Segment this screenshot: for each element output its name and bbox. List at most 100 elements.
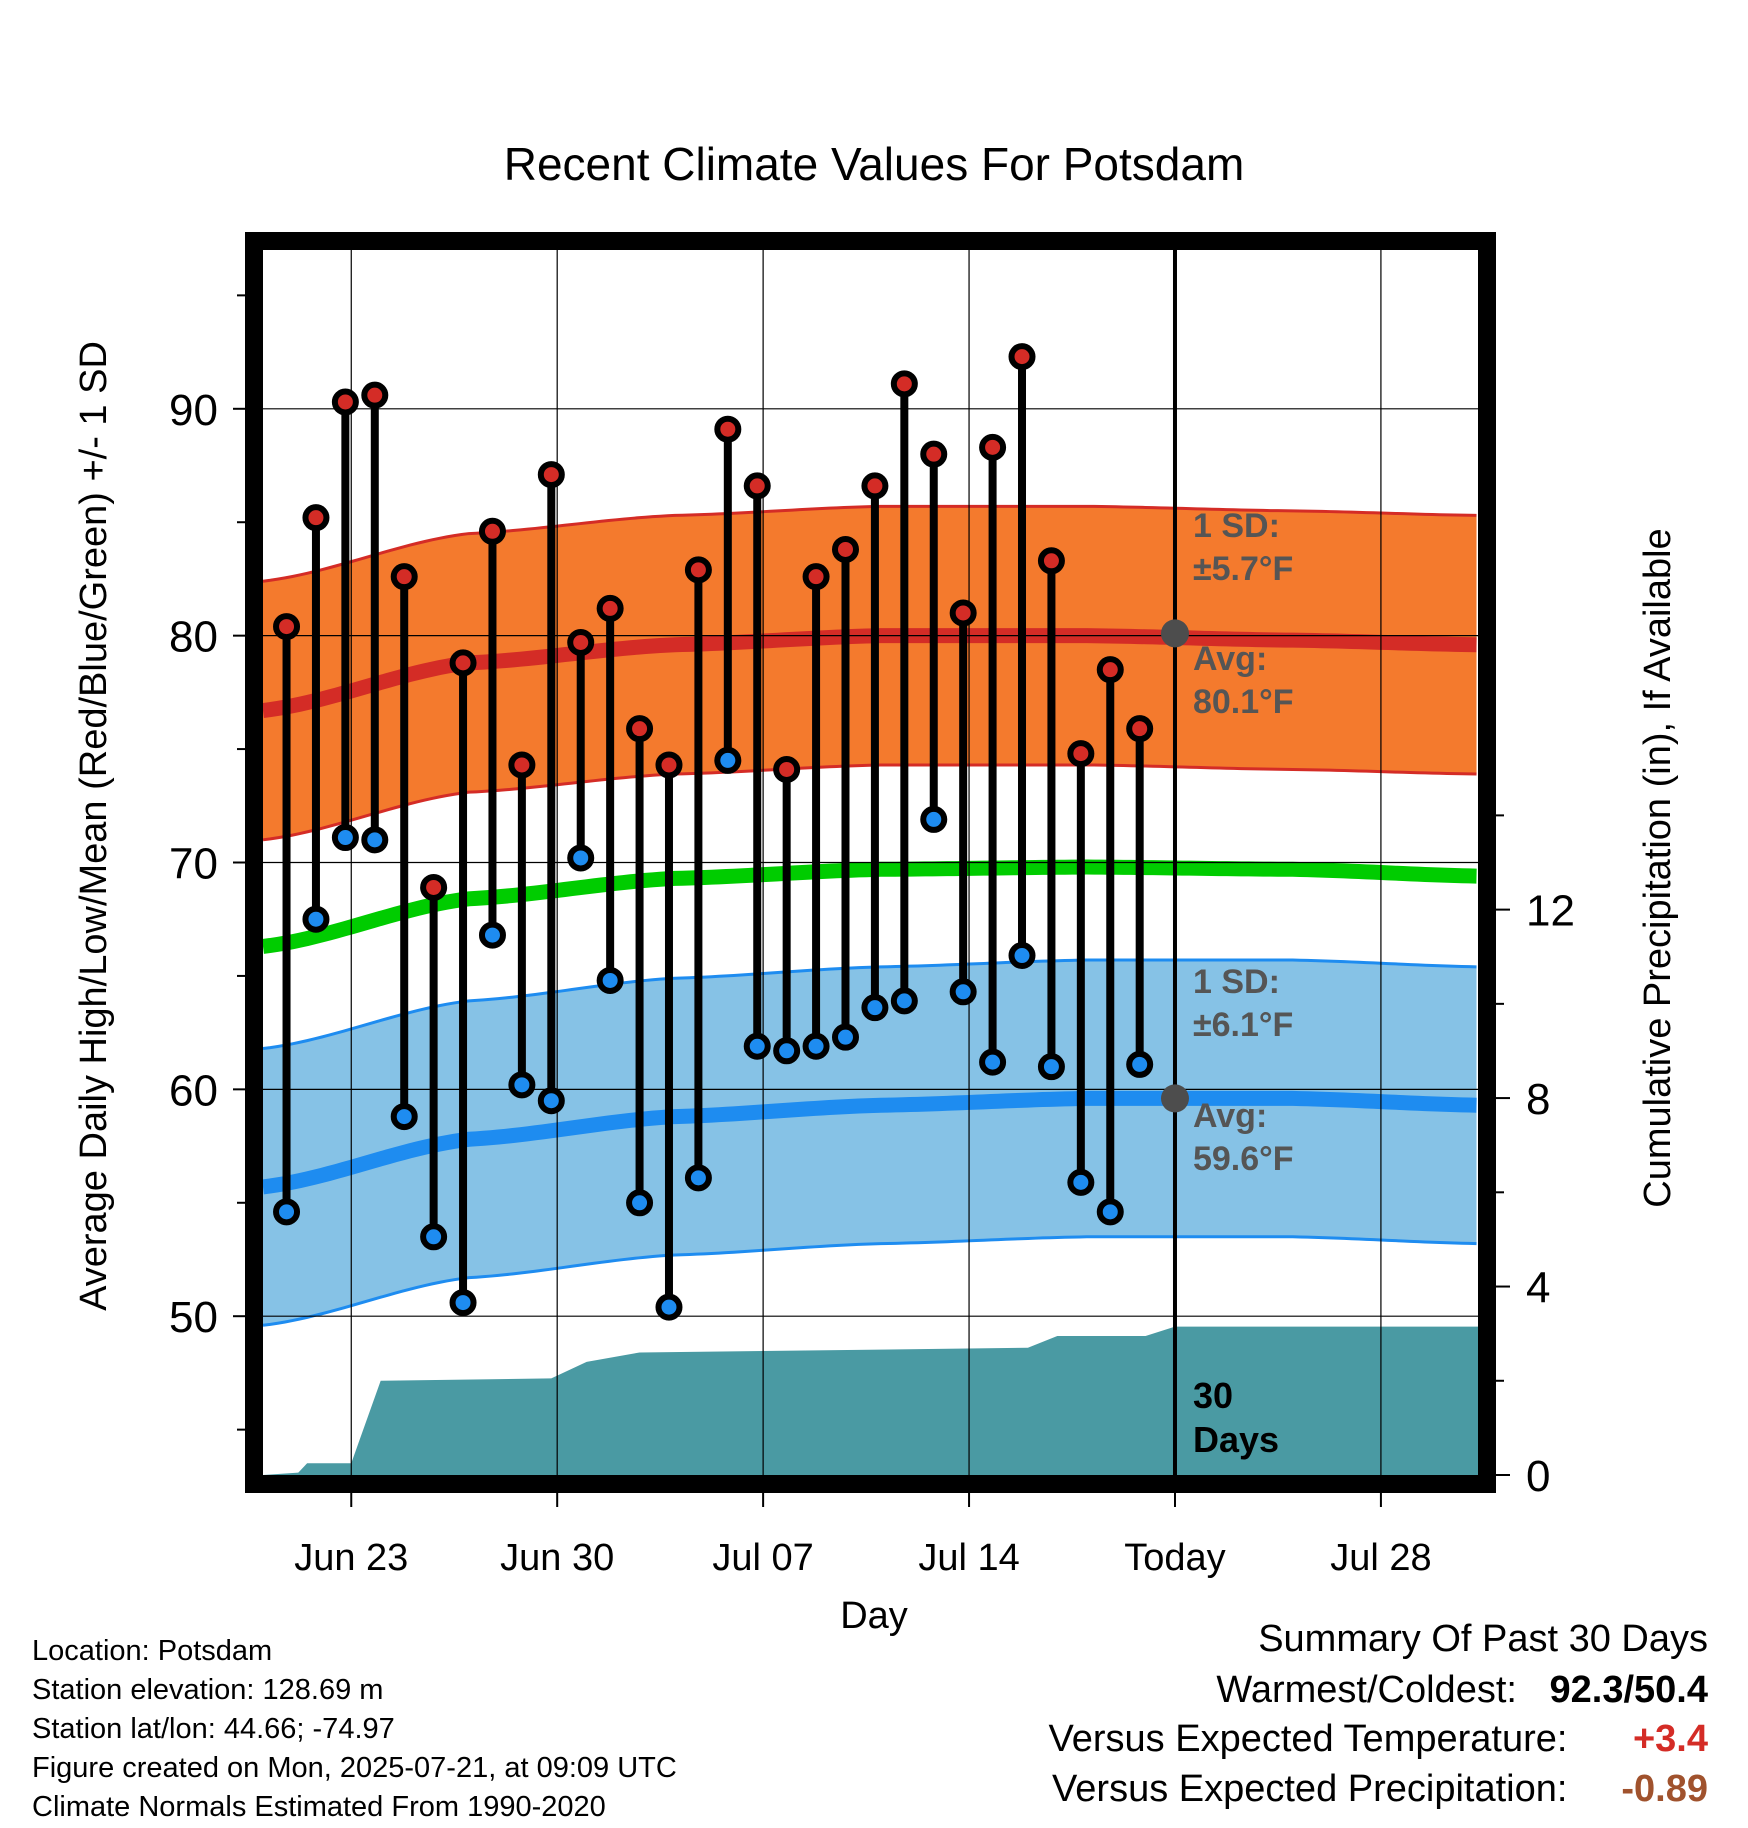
daily-low-point bbox=[626, 1189, 654, 1217]
x-tick-label: Jul 07 bbox=[712, 1537, 813, 1579]
daily-high-point bbox=[1126, 715, 1154, 743]
daily-high-point bbox=[802, 563, 830, 591]
daily-low-point bbox=[714, 746, 742, 774]
y2-tick-label: 0 bbox=[1526, 1452, 1550, 1501]
daily-low-point bbox=[302, 905, 330, 933]
y2-tick-label: 4 bbox=[1526, 1264, 1550, 1313]
daily-low-point bbox=[508, 1071, 536, 1099]
daily-high-point bbox=[537, 461, 565, 489]
daily-high-point bbox=[596, 594, 624, 622]
daily-low-point bbox=[743, 1032, 771, 1060]
summary-temp-row: Versus Expected Temperature: +3.4 bbox=[1049, 1720, 1708, 1758]
summary-warmest-row: Warmest/Coldest: 92.3/50.4 bbox=[1216, 1671, 1708, 1709]
y-tick-label: 50 bbox=[169, 1293, 218, 1342]
y2-tick-label: 12 bbox=[1526, 887, 1575, 936]
y-axis-label: Average Daily High/Low/Mean (Red/Blue/Gr… bbox=[73, 341, 115, 1311]
daily-low-point bbox=[890, 987, 918, 1015]
daily-high-point bbox=[273, 613, 301, 641]
daily-high-point bbox=[890, 370, 918, 398]
x-tick-label: Jun 23 bbox=[294, 1537, 408, 1579]
daily-high-point bbox=[920, 440, 948, 468]
daily-low-point bbox=[331, 824, 359, 852]
plot-frame bbox=[245, 232, 1496, 1493]
summary-warmest-label: Warmest/Coldest: bbox=[1216, 1669, 1517, 1711]
daily-low-point bbox=[831, 1023, 859, 1051]
summary-temp-value: +3.4 bbox=[1632, 1718, 1708, 1760]
daily-low-point bbox=[979, 1048, 1007, 1076]
daily-high-point bbox=[655, 751, 683, 779]
summary-title: Summary Of Past 30 Days bbox=[1258, 1618, 1708, 1660]
daily-low-point bbox=[449, 1289, 477, 1317]
x-tick-label: Today bbox=[1124, 1537, 1225, 1579]
daily-high-point bbox=[478, 517, 506, 545]
high-avg-value: 80.1°F bbox=[1193, 683, 1294, 721]
low-sd-value: ±6.1°F bbox=[1193, 1006, 1293, 1044]
x-tick-label: Jul 28 bbox=[1330, 1537, 1431, 1579]
daily-high-point bbox=[743, 472, 771, 500]
summary-precip-label: Versus Expected Precipitation: bbox=[1052, 1768, 1568, 1810]
daily-low-point bbox=[1096, 1198, 1124, 1226]
y-tick-label: 70 bbox=[169, 840, 218, 889]
daily-low-point bbox=[1037, 1053, 1065, 1081]
summary-temp-label: Versus Expected Temperature: bbox=[1048, 1718, 1568, 1760]
precip-area bbox=[263, 1326, 1478, 1475]
normal-mean-line bbox=[262, 859, 1477, 954]
info-created: Figure created on Mon, 2025-07-21, at 09… bbox=[32, 1752, 677, 1784]
daily-low-point bbox=[861, 994, 889, 1022]
daily-low-point bbox=[1008, 942, 1036, 970]
daily-high-point bbox=[626, 715, 654, 743]
low-avg-value: 59.6°F bbox=[1193, 1140, 1294, 1178]
daily-high-point bbox=[861, 472, 889, 500]
daily-high-point bbox=[684, 556, 712, 584]
daily-high-point bbox=[773, 755, 801, 783]
x-tick-label: Jul 14 bbox=[918, 1537, 1019, 1579]
daily-high-point bbox=[1096, 656, 1124, 684]
high-sd-value: ±5.7°F bbox=[1193, 550, 1293, 588]
daily-low-point bbox=[684, 1164, 712, 1192]
daily-high-point bbox=[714, 415, 742, 443]
daily-low-point bbox=[1126, 1050, 1154, 1078]
daily-low-point bbox=[802, 1032, 830, 1060]
daily-low-point bbox=[420, 1223, 448, 1251]
days-label-number: 30 bbox=[1193, 1375, 1233, 1416]
daily-low-point bbox=[478, 921, 506, 949]
today-high-avg-marker bbox=[1160, 619, 1189, 648]
daily-low-point bbox=[567, 844, 595, 872]
low-sd-label: 1 SD: bbox=[1193, 963, 1280, 1001]
daily-high-point bbox=[508, 751, 536, 779]
info-normals: Climate Normals Estimated From 1990-2020 bbox=[32, 1791, 606, 1823]
high-sd-upper-line bbox=[262, 504, 1477, 583]
summary-precip-row: Versus Expected Precipitation: -0.89 bbox=[1052, 1770, 1708, 1808]
info-latlon: Station lat/lon: 44.66; -74.97 bbox=[32, 1713, 395, 1745]
summary-precip-value: -0.89 bbox=[1621, 1768, 1708, 1810]
y-tick-label: 80 bbox=[169, 613, 218, 662]
x-tick-label: Jun 30 bbox=[500, 1537, 614, 1579]
daily-high-point bbox=[420, 873, 448, 901]
daily-high-point bbox=[1008, 343, 1036, 371]
daily-high-point bbox=[979, 433, 1007, 461]
daily-low-point bbox=[1067, 1168, 1095, 1196]
daily-low-point bbox=[361, 826, 389, 854]
daily-high-point bbox=[567, 628, 595, 656]
days-label-text: Days bbox=[1193, 1419, 1279, 1460]
info-elevation: Station elevation: 128.69 m bbox=[32, 1674, 384, 1706]
daily-low-point bbox=[655, 1293, 683, 1321]
daily-low-point bbox=[537, 1087, 565, 1115]
x-axis-label: Day bbox=[840, 1595, 908, 1637]
low-avg-label: Avg: bbox=[1193, 1097, 1267, 1135]
daily-high-point bbox=[949, 599, 977, 627]
info-location: Location: Potsdam bbox=[32, 1635, 273, 1667]
today-low-avg-marker bbox=[1160, 1084, 1189, 1113]
daily-high-point bbox=[361, 381, 389, 409]
daily-high-point bbox=[449, 649, 477, 677]
daily-high-point bbox=[1067, 740, 1095, 768]
daily-high-point bbox=[302, 504, 330, 532]
y2-tick-label: 8 bbox=[1526, 1075, 1550, 1124]
high-avg-label: Avg: bbox=[1193, 640, 1267, 678]
daily-high-point bbox=[1037, 547, 1065, 575]
daily-high-point bbox=[390, 563, 418, 591]
daily-low-point bbox=[920, 805, 948, 833]
daily-low-point bbox=[596, 966, 624, 994]
daily-low-point bbox=[949, 978, 977, 1006]
chart-title: Recent Climate Values For Potsdam bbox=[504, 138, 1245, 190]
